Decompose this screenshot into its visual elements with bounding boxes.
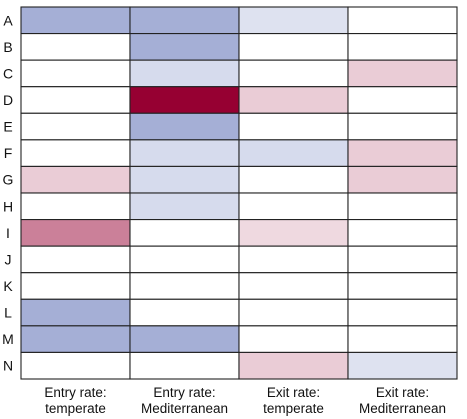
heatmap-cell-c-1 <box>20 59 131 88</box>
column-label-4-line-1: Exit rate: <box>376 385 429 400</box>
heatmap-cell-m-3 <box>238 325 349 353</box>
heatmap-cell-h-1 <box>20 192 131 221</box>
heatmap-cell-e-3 <box>238 112 349 141</box>
heatmap-cell-c-2 <box>129 59 240 88</box>
heatmap-cell-j-2 <box>129 245 240 274</box>
column-label-1-line-2: temperate <box>45 401 106 416</box>
column-label-3-line-1: Exit rate: <box>267 385 320 400</box>
heatmap-cell-a-4 <box>347 6 458 35</box>
row-label-l: L <box>4 305 12 321</box>
heatmap-cell-d-3 <box>238 86 349 114</box>
heatmap-cell-j-4 <box>347 245 458 274</box>
heatmap-cell-n-2 <box>129 351 240 380</box>
column-label-1: Entry rate: temperate <box>44 385 106 416</box>
heatmap-cell-l-2 <box>129 298 240 327</box>
heatmap-cell-b-2 <box>129 33 240 61</box>
heatmap-cell-g-1 <box>20 165 131 194</box>
heatmap-cell-d-1 <box>20 86 131 114</box>
row-label-j: J <box>5 251 12 267</box>
heatmap-cell-j-1 <box>20 245 131 274</box>
heatmap-cell-h-4 <box>347 192 458 221</box>
heatmap-cell-d-4 <box>347 86 458 114</box>
heatmap-cell-n-1 <box>20 351 131 380</box>
row-label-e: E <box>3 119 12 135</box>
heatmap-cell-g-4 <box>347 165 458 194</box>
column-label-2-line-1: Entry rate: <box>153 385 215 400</box>
heatmap-cell-m-4 <box>347 325 458 353</box>
heatmap-cell-b-1 <box>20 33 131 61</box>
heatmap-cell-k-1 <box>20 272 131 300</box>
column-label-2-line-2: Mediterranean <box>141 401 228 416</box>
heatmap-cell-a-3 <box>238 6 349 35</box>
heatmap-cell-i-2 <box>129 219 240 247</box>
heatmap-cell-m-1 <box>20 325 131 353</box>
row-label-c: C <box>3 65 13 81</box>
heatmap-cell-c-3 <box>238 59 349 88</box>
heatmap-cell-n-3 <box>238 351 349 380</box>
heatmap-cell-e-4 <box>347 112 458 141</box>
row-label-b: B <box>3 39 12 55</box>
heatmap-cell-k-3 <box>238 272 349 300</box>
heatmap-cell-h-3 <box>238 192 349 221</box>
heatmap-cell-g-2 <box>129 165 240 194</box>
heatmap-cell-e-1 <box>20 112 131 141</box>
row-label-h: H <box>3 198 13 214</box>
column-label-3: Exit rate: temperate <box>263 385 324 416</box>
heatmap-cell-g-3 <box>238 165 349 194</box>
row-label-a: A <box>3 12 13 28</box>
column-label-2: Entry rate: Mediterranean <box>141 385 228 416</box>
row-label-i: I <box>6 225 10 241</box>
heatmap-cell-h-2 <box>129 192 240 221</box>
heatmap-cell-l-1 <box>20 298 131 327</box>
heatmap-cell-k-2 <box>129 272 240 300</box>
heatmap-cell-a-2 <box>129 6 240 35</box>
row-label-n: N <box>3 358 13 374</box>
row-label-m: M <box>2 331 14 347</box>
heatmap-cell-i-1 <box>20 219 131 247</box>
column-label-1-line-1: Entry rate: <box>44 385 106 400</box>
heatmap-cell-e-2 <box>129 112 240 141</box>
heatmap-cell-l-4 <box>347 298 458 327</box>
heatmap-cell-f-4 <box>347 139 458 167</box>
row-label-f: F <box>4 145 13 161</box>
heatmap-cell-f-2 <box>129 139 240 167</box>
column-label-4: Exit rate: Mediterranean <box>359 385 446 416</box>
heatmap-cell-i-4 <box>347 219 458 247</box>
row-label-k: K <box>3 278 13 294</box>
heatmap-cell-n-4 <box>347 351 458 380</box>
heatmap-cell-l-3 <box>238 298 349 327</box>
heatmap-cell-b-3 <box>238 33 349 61</box>
heatmap-cell-i-3 <box>238 219 349 247</box>
heatmap-cell-f-3 <box>238 139 349 167</box>
heatmap-cell-c-4 <box>347 59 458 88</box>
heatmap-cell-k-4 <box>347 272 458 300</box>
row-label-d: D <box>3 92 13 108</box>
heatmap-cell-a-1 <box>20 6 131 35</box>
heatmap-cell-j-3 <box>238 245 349 274</box>
heatmap-cell-m-2 <box>129 325 240 353</box>
heatmap-cell-d-2 <box>129 86 240 114</box>
row-label-g: G <box>3 172 14 188</box>
heatmap-cell-f-1 <box>20 139 131 167</box>
heatmap-cell-b-4 <box>347 33 458 61</box>
column-label-4-line-2: Mediterranean <box>359 401 446 416</box>
column-label-3-line-2: temperate <box>263 401 324 416</box>
